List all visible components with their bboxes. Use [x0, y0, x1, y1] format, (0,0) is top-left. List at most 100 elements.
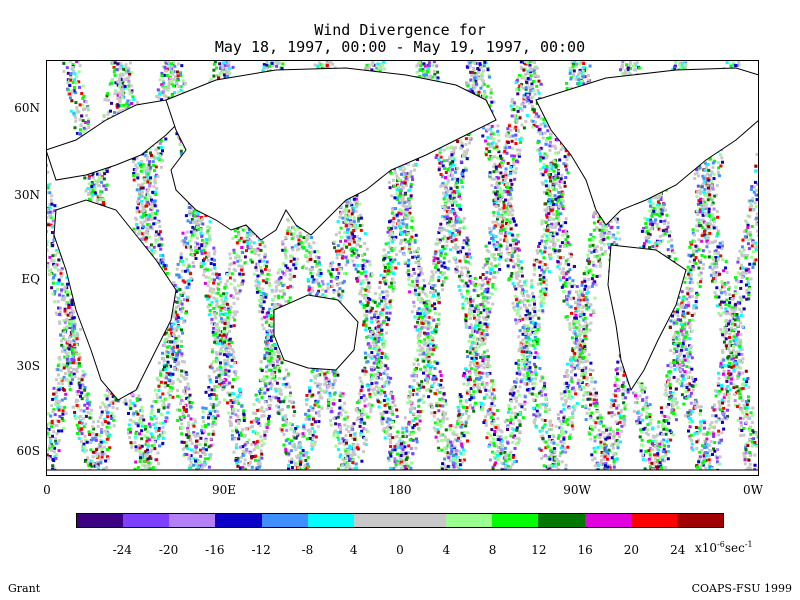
swath-pixel: [72, 358, 76, 362]
swath-pixel: [175, 267, 179, 271]
swath-pixel: [79, 394, 82, 398]
swath-pixel: [63, 372, 67, 376]
swath-pixel: [271, 364, 275, 368]
swath-pixel: [205, 231, 209, 235]
swath-pixel: [196, 214, 200, 218]
swath-pixel: [100, 430, 103, 434]
swath-pixel: [145, 439, 149, 443]
swath-pixel: [69, 72, 73, 76]
swath-pixel: [191, 225, 195, 229]
swath-pixel: [57, 408, 61, 412]
swath-pixel: [275, 404, 279, 408]
swath-pixel: [54, 436, 57, 440]
swath-pixel: [217, 326, 221, 330]
swath-pixel: [129, 418, 133, 422]
swath-pixel: [207, 414, 211, 418]
swath-pixel: [105, 397, 109, 401]
swath-pixel: [185, 286, 189, 290]
swath-pixel: [159, 145, 163, 149]
swath-pixel: [224, 302, 228, 306]
swath-pixel: [105, 437, 109, 441]
swath-pixel: [150, 248, 154, 252]
swath-pixel: [258, 310, 262, 314]
swath-pixel: [128, 404, 132, 408]
swath-pixel: [185, 444, 189, 448]
swath-pixel: [239, 445, 242, 449]
swath-pixel: [155, 458, 159, 462]
swath-pixel: [129, 441, 133, 445]
swath-pixel: [107, 457, 110, 461]
swath-pixel: [50, 404, 54, 408]
swath-pixel: [143, 237, 147, 241]
swath-pixel: [55, 263, 59, 267]
swath-pixel: [134, 436, 138, 440]
swath-pixel: [227, 350, 231, 354]
swath-pixel: [279, 281, 283, 285]
swath-pixel: [162, 357, 165, 361]
swath-pixel: [51, 464, 55, 468]
swath-pixel: [290, 232, 294, 236]
swath-pixel: [291, 255, 294, 259]
swath-pixel: [228, 312, 232, 316]
swath-pixel: [83, 434, 87, 438]
swath-pixel: [259, 248, 263, 252]
swath-pixel: [234, 446, 238, 450]
swath-pixel: [142, 451, 146, 455]
swath-pixel: [73, 72, 77, 76]
swath-pixel: [233, 313, 237, 317]
swath-pixel: [234, 235, 238, 239]
swath-pixel: [257, 284, 261, 288]
swath-pixel: [220, 306, 224, 310]
swath-pixel: [263, 244, 267, 248]
swath-pixel: [232, 409, 236, 413]
swath-pixel: [72, 367, 75, 371]
swath-pixel: [50, 259, 54, 263]
swath-pixel: [228, 419, 232, 423]
swath-pixel: [185, 396, 189, 400]
swath-pixel: [116, 62, 120, 66]
swath-pixel: [224, 335, 228, 339]
swath-pixel: [101, 450, 105, 454]
swath-pixel: [188, 400, 192, 404]
swath-pixel: [76, 389, 80, 393]
swath-pixel: [189, 460, 193, 464]
swath-pixel: [199, 448, 202, 452]
swath-pixel: [184, 386, 188, 390]
swath-pixel: [93, 186, 97, 190]
swath-pixel: [220, 303, 224, 307]
swath-pixel: [262, 63, 266, 67]
swath-pixel: [181, 414, 185, 418]
swath-pixel: [164, 368, 168, 372]
swath-pixel: [100, 427, 103, 431]
swath-pixel: [258, 259, 262, 263]
swath-pixel: [100, 180, 104, 184]
swath-pixel: [159, 247, 163, 251]
swath-pixel: [80, 391, 84, 395]
swath-pixel: [150, 213, 154, 217]
swath-pixel: [242, 450, 246, 454]
swath-pixel: [153, 181, 157, 185]
swath-pixel: [270, 303, 274, 307]
swath-pixel: [181, 279, 185, 283]
swath-pixel: [120, 64, 123, 68]
swath-pixel: [236, 408, 240, 412]
swath-pixel: [172, 78, 176, 82]
swath-pixel: [203, 452, 207, 456]
swath-pixel: [162, 359, 166, 363]
swath-pixel: [293, 436, 297, 440]
swath-pixel: [175, 78, 179, 82]
swath-pixel: [188, 213, 192, 217]
swath-pixel: [69, 375, 73, 379]
swath-pixel: [162, 406, 166, 410]
swath-pixel: [73, 414, 77, 418]
swath-pixel: [151, 190, 155, 194]
swath-pixel: [143, 460, 146, 464]
swath-pixel: [216, 402, 220, 406]
swath-pixel: [174, 336, 178, 340]
swath-pixel: [105, 430, 109, 434]
swath-pixel: [130, 393, 134, 397]
swath-pixel: [229, 353, 233, 357]
swath-pixel: [139, 453, 142, 457]
swath-pixel: [145, 169, 149, 173]
swath-pixel: [87, 117, 91, 121]
